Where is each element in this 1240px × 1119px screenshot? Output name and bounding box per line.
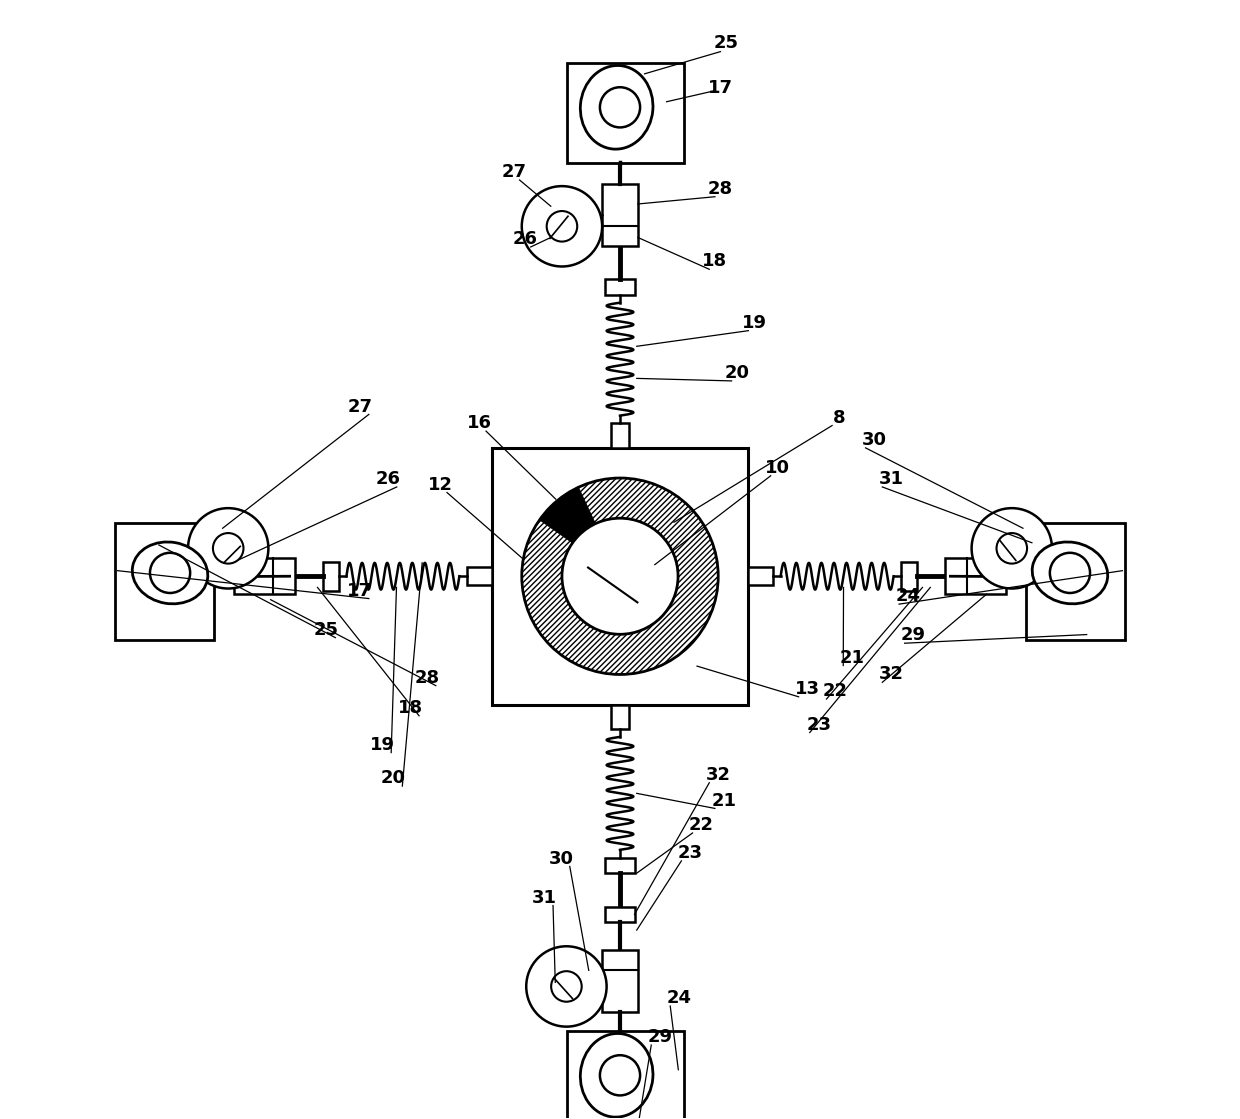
Text: 12: 12 — [428, 476, 453, 493]
Bar — [605, 857, 635, 873]
Ellipse shape — [580, 1034, 653, 1117]
Text: 27: 27 — [347, 397, 372, 415]
Bar — [567, 1031, 684, 1119]
Bar — [1025, 524, 1126, 640]
Text: 22: 22 — [689, 816, 714, 834]
Bar — [611, 705, 629, 730]
Circle shape — [522, 478, 718, 675]
Circle shape — [213, 533, 243, 564]
Circle shape — [997, 533, 1027, 564]
Text: 26: 26 — [512, 231, 538, 248]
Text: 17: 17 — [708, 79, 733, 97]
Circle shape — [150, 553, 190, 593]
Ellipse shape — [580, 66, 653, 149]
Text: 28: 28 — [708, 180, 733, 198]
Text: 18: 18 — [398, 699, 423, 717]
Bar — [901, 562, 916, 591]
Circle shape — [600, 1055, 640, 1096]
Bar — [114, 524, 215, 640]
Text: 27: 27 — [501, 163, 527, 181]
Text: 18: 18 — [702, 253, 728, 271]
Circle shape — [522, 186, 603, 266]
Circle shape — [562, 518, 678, 634]
Circle shape — [551, 971, 582, 1002]
Bar — [749, 567, 773, 585]
Text: 32: 32 — [879, 666, 904, 684]
Bar — [611, 423, 629, 448]
Bar — [605, 906, 635, 922]
Text: 10: 10 — [765, 459, 790, 477]
Text: 21: 21 — [839, 649, 864, 667]
Text: 20: 20 — [724, 364, 750, 382]
Text: 24: 24 — [667, 989, 692, 1007]
Ellipse shape — [133, 542, 208, 604]
Text: 25: 25 — [314, 621, 339, 639]
Text: 32: 32 — [706, 765, 730, 784]
Bar — [945, 558, 1006, 594]
Text: 29: 29 — [901, 627, 926, 645]
Circle shape — [547, 211, 578, 242]
Bar — [603, 950, 637, 1012]
Bar — [234, 558, 295, 594]
Text: 23: 23 — [806, 716, 831, 734]
Circle shape — [1050, 553, 1090, 593]
Text: 24: 24 — [895, 587, 920, 605]
Circle shape — [526, 947, 606, 1026]
Text: 19: 19 — [370, 736, 394, 754]
Bar — [467, 567, 491, 585]
Text: 21: 21 — [712, 791, 737, 810]
Text: 26: 26 — [376, 470, 401, 488]
Text: 23: 23 — [678, 844, 703, 862]
Circle shape — [600, 87, 640, 128]
Text: 8: 8 — [832, 408, 846, 426]
Bar — [491, 448, 749, 705]
Bar — [603, 185, 637, 246]
Text: 30: 30 — [548, 849, 573, 867]
Text: 25: 25 — [713, 34, 739, 51]
Ellipse shape — [1032, 542, 1107, 604]
Text: 17: 17 — [347, 582, 372, 600]
Text: 16: 16 — [466, 414, 492, 432]
Text: 30: 30 — [862, 431, 887, 449]
Text: 28: 28 — [414, 669, 439, 687]
Bar — [567, 63, 684, 162]
Text: 22: 22 — [823, 683, 848, 700]
Wedge shape — [539, 487, 595, 543]
Text: 31: 31 — [532, 888, 557, 906]
Bar — [324, 562, 339, 591]
Text: 29: 29 — [647, 1028, 672, 1046]
Circle shape — [188, 508, 268, 589]
Text: 19: 19 — [742, 313, 766, 332]
Bar — [605, 280, 635, 295]
Text: 13: 13 — [795, 680, 820, 698]
Text: 31: 31 — [879, 470, 904, 488]
Circle shape — [972, 508, 1052, 589]
Text: 20: 20 — [381, 769, 405, 788]
